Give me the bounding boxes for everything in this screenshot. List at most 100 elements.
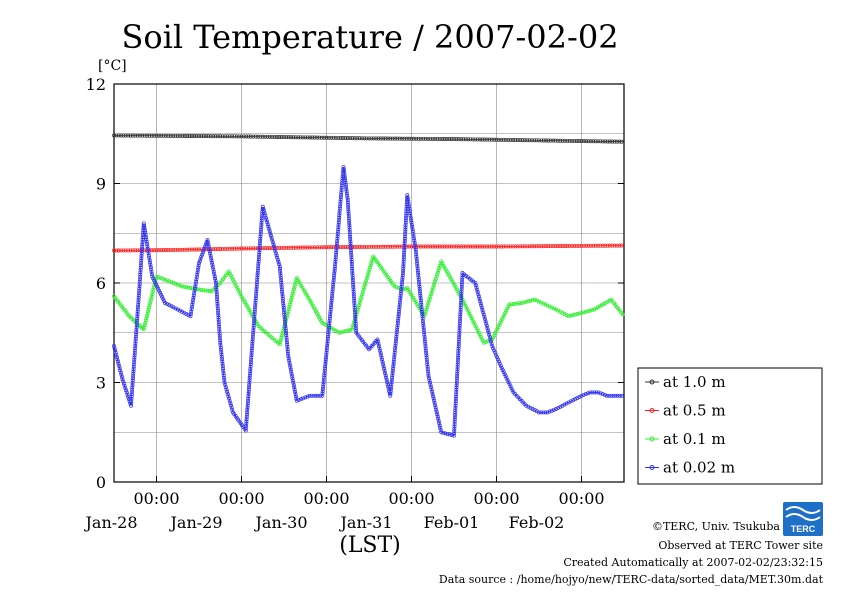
- series-point: [284, 340, 289, 345]
- series-point: [528, 405, 533, 410]
- series-point: [130, 248, 135, 253]
- series-point: [419, 307, 424, 312]
- series-point: [478, 301, 483, 306]
- series-point: [248, 369, 253, 374]
- series-point: [188, 286, 193, 290]
- series-point: [136, 298, 141, 303]
- series-point: [418, 293, 423, 298]
- series-point: [241, 298, 246, 303]
- series-point: [473, 137, 478, 142]
- series-point: [225, 392, 230, 396]
- series-point: [413, 243, 417, 248]
- series-point: [456, 351, 461, 356]
- series-point: [511, 302, 516, 306]
- series-point: [459, 298, 464, 303]
- series-point: [166, 133, 171, 138]
- series-point: [322, 373, 327, 378]
- series-point: [450, 279, 455, 284]
- series-point: [475, 137, 480, 142]
- series-point: [319, 318, 324, 323]
- series-point: [438, 261, 443, 266]
- series-point: [145, 133, 150, 138]
- series-point: [383, 371, 388, 376]
- series-point: [284, 335, 289, 340]
- series-point: [244, 246, 249, 251]
- series-point: [330, 289, 335, 294]
- series-point: [211, 134, 216, 139]
- series-point: [500, 316, 505, 321]
- series-point: [160, 276, 165, 281]
- series-point: [221, 373, 226, 378]
- series-point: [145, 244, 150, 249]
- series-point: [551, 407, 556, 412]
- series-point: [204, 134, 209, 139]
- series-point: [567, 138, 572, 143]
- series-point: [200, 250, 205, 255]
- series-point: [584, 139, 589, 144]
- series-point: [244, 417, 249, 422]
- series-point: [138, 277, 142, 282]
- series-point: [610, 139, 615, 144]
- series-point: [319, 245, 324, 250]
- series-point: [357, 303, 362, 308]
- series-point: [398, 293, 403, 298]
- series-point: [470, 137, 475, 142]
- series-point: [457, 330, 462, 335]
- series-point: [130, 133, 135, 138]
- series-point: [515, 244, 520, 249]
- series-point: [325, 337, 330, 341]
- series-point: [290, 291, 295, 296]
- series-point: [189, 309, 194, 314]
- series-point: [229, 403, 233, 408]
- series-point: [458, 319, 462, 324]
- series-point: [272, 244, 277, 249]
- series-point: [113, 350, 118, 355]
- series-point: [227, 246, 232, 251]
- series-point: [593, 139, 598, 144]
- series-point: [459, 289, 464, 294]
- series-point: [349, 253, 354, 257]
- series-point: [255, 277, 260, 282]
- series-point: [495, 327, 500, 332]
- series-point: [193, 281, 198, 286]
- series-point: [158, 276, 163, 280]
- series-point: [291, 245, 296, 250]
- series-point: [391, 364, 396, 369]
- series-point: [379, 353, 384, 358]
- series-point: [138, 268, 143, 272]
- series-point: [291, 380, 296, 385]
- series-point: [361, 287, 366, 292]
- series-point: [283, 321, 288, 326]
- series-point: [139, 254, 144, 258]
- series-point: [245, 412, 249, 417]
- series-point: [457, 323, 462, 328]
- series-point: [205, 237, 210, 242]
- series-point: [349, 259, 354, 264]
- series-point: [458, 310, 463, 314]
- series-point: [464, 305, 469, 310]
- series-point: [277, 262, 282, 267]
- series-point: [248, 246, 253, 251]
- series-point: [399, 282, 404, 287]
- series-point: [441, 430, 446, 435]
- series-point: [130, 385, 135, 390]
- series-point: [452, 429, 457, 433]
- series-point: [150, 289, 155, 294]
- series-point: [234, 283, 239, 288]
- series-point: [137, 286, 142, 291]
- series-point: [494, 244, 499, 249]
- series-point: [353, 319, 358, 324]
- series-point: [558, 309, 563, 314]
- series-point: [339, 330, 344, 335]
- series-point: [588, 308, 592, 313]
- series-point: [457, 326, 462, 330]
- series-point: [369, 136, 374, 141]
- series-point: [198, 256, 203, 261]
- series-point: [370, 256, 375, 261]
- series-point: [420, 312, 425, 316]
- series-point: [258, 239, 263, 243]
- series-point: [532, 297, 537, 302]
- series-point: [397, 136, 402, 141]
- series-point: [532, 244, 537, 249]
- series-point: [250, 339, 255, 344]
